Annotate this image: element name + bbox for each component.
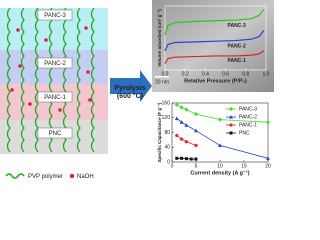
y-axis-label: Volume adsorbed (cm³ g⁻¹): [157, 9, 162, 67]
point: [218, 117, 222, 122]
series-line: [164, 29, 265, 52]
series-label: PANC-1: [228, 58, 246, 64]
x-axis-label: Relative Pressure (P/P₀): [184, 78, 247, 84]
point: [179, 120, 184, 124]
x-tick-label: 1.0: [263, 71, 270, 77]
point: [266, 119, 270, 125]
tem-image: [152, 0, 274, 92]
plot-frame: [164, 5, 267, 71]
x-tick-label: 5: [195, 163, 198, 169]
point: [184, 123, 189, 127]
point: [180, 156, 184, 160]
series-line: [164, 8, 265, 35]
legend-marker: [229, 115, 233, 119]
point: [218, 143, 222, 148]
arrow: [110, 70, 152, 102]
figure: PANC-3 PANC-2 PANC-1 PNC PVP polymer NaO…: [0, 0, 274, 180]
naoh-dot: [58, 108, 62, 112]
naoh-dot: [44, 38, 48, 42]
polymer-wave: [76, 7, 81, 153]
x-tick-label: 0.4: [202, 71, 209, 77]
legend-dot: [69, 173, 75, 179]
y-tick-label: 120: [162, 115, 171, 121]
polymer-wave: [90, 7, 95, 153]
point: [194, 128, 198, 133]
layer-label-box: [37, 91, 73, 103]
legend-marker: [229, 123, 233, 127]
x-tick-label: 0.6: [222, 71, 229, 77]
legend-label: PVP polymer: [28, 174, 63, 180]
x-tick-label: 0.0: [162, 71, 169, 77]
point: [174, 102, 179, 108]
layer-label-box: [37, 57, 73, 69]
scale-bar-label: 20 nm: [155, 79, 169, 85]
naoh-dot: [86, 70, 90, 74]
x-tick-label: 20: [265, 163, 271, 169]
x-tick-label: 15: [241, 163, 247, 169]
y-tick-label: 40: [164, 145, 170, 151]
naoh-dot: [16, 28, 20, 32]
naoh-dot: [84, 26, 88, 30]
x-tick-label: 0.2: [182, 71, 189, 77]
y-tick-label: 80: [164, 130, 170, 136]
point: [174, 116, 179, 121]
point: [184, 140, 188, 144]
point: [180, 137, 184, 141]
x-tick-label: 10: [217, 163, 223, 169]
point: [175, 156, 179, 160]
naoh-dot: [28, 102, 32, 106]
y-tick-label: 160: [162, 100, 171, 106]
layer-label: PNC: [49, 131, 62, 137]
legend-label: PANC-3: [239, 106, 257, 112]
naoh-dot: [10, 88, 14, 92]
series-line: [176, 135, 197, 146]
legend-label: NaOH: [77, 174, 94, 180]
layer-label: PANC-1: [44, 95, 66, 101]
layer-label: PANC-2: [44, 61, 66, 67]
point: [194, 111, 198, 117]
point: [194, 157, 198, 161]
point: [184, 107, 189, 112]
polymer-wave: [6, 7, 11, 153]
arrow-label: Pyrolysis: [114, 85, 145, 92]
legend-label: PNC: [239, 130, 250, 136]
legend-marker: [229, 106, 233, 112]
x-tick-label: 0.8: [242, 71, 249, 77]
point: [189, 157, 193, 161]
arrow-label: (600 °C): [117, 92, 143, 100]
series-label: PANC-2: [228, 44, 246, 50]
layer-label-box: [37, 9, 73, 21]
series-line: [176, 118, 269, 159]
layer-label: PANC-3: [44, 13, 66, 19]
layer-label-box: [37, 127, 73, 139]
x-tick-label: 0: [171, 163, 174, 169]
polymer-wave: [20, 7, 25, 153]
legend-wave: [5, 173, 25, 179]
point: [184, 157, 188, 161]
naoh-dot: [18, 64, 22, 68]
point: [266, 156, 270, 160]
scale-bar: [155, 76, 169, 78]
series-label: PANC-3: [228, 23, 246, 29]
naoh-dot: [88, 98, 92, 102]
x-axis-label: Current density (A g⁻¹): [190, 169, 249, 176]
point: [179, 105, 184, 110]
legend-label: PANC-1: [239, 122, 257, 128]
point: [194, 143, 198, 148]
legend-label: PANC-2: [239, 114, 257, 120]
series-line: [164, 50, 265, 64]
legend-marker: [229, 131, 233, 135]
point: [175, 133, 179, 138]
y-axis-label: Specific Capacitance (F g⁻¹): [157, 102, 162, 162]
y-tick-label: 0: [167, 159, 170, 165]
